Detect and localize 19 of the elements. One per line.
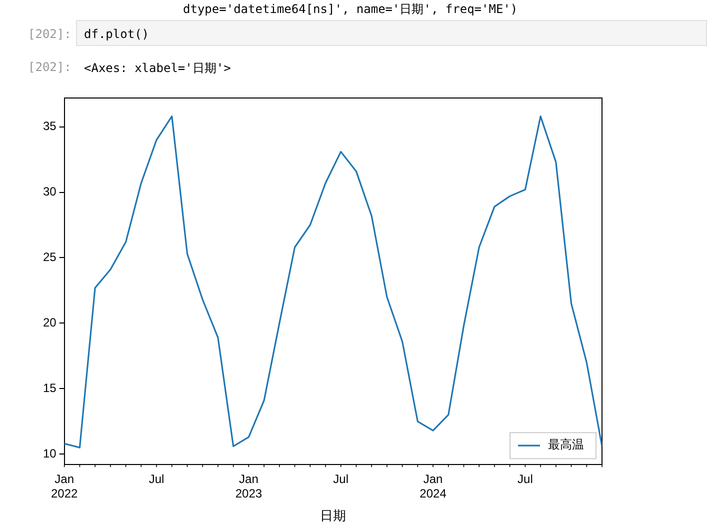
x-tick-label: Jul bbox=[518, 472, 533, 486]
text: dtype='datetime64[ns]', name='日期', freq='ME') bbox=[183, 1, 518, 18]
x-tick-label: Jul bbox=[333, 472, 349, 486]
text: df.plot() bbox=[84, 27, 150, 41]
text: [202]: bbox=[28, 60, 72, 74]
x-tick-label: Jan 2022 bbox=[50, 472, 78, 501]
y-tick-label: 20 bbox=[42, 316, 57, 330]
y-tick-label: 30 bbox=[42, 184, 57, 199]
y-tick-label: 15 bbox=[42, 380, 57, 395]
x-axis-title: 日期 bbox=[320, 508, 346, 523]
text: [202]: bbox=[28, 27, 72, 41]
y-tick-label: 25 bbox=[42, 250, 57, 264]
text: <Axes: xlabel='日期'> bbox=[84, 60, 231, 77]
x-tick-label: Jan 2023 bbox=[235, 472, 262, 501]
y-tick-label: 35 bbox=[42, 119, 57, 134]
legend-label: 最高温 bbox=[548, 438, 584, 452]
x-tick-label: Jul bbox=[148, 472, 164, 486]
x-tick-label: Jan 2024 bbox=[420, 472, 447, 501]
y-tick-label: 10 bbox=[42, 446, 57, 460]
